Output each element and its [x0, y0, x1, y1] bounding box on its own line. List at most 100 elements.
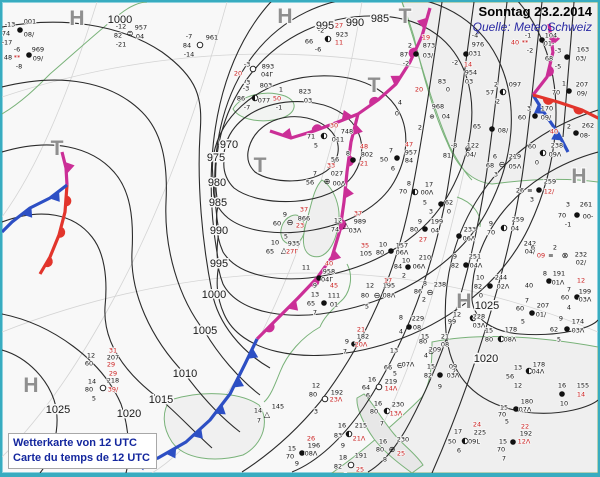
station-value-red: ** — [14, 53, 21, 61]
station-value: 12 — [366, 281, 374, 289]
station-value: -6 — [315, 45, 321, 53]
station-value-red: 37 — [354, 209, 362, 217]
station-value: 12 — [514, 381, 522, 389]
station-value: 06Λ — [463, 234, 476, 242]
station-value-red: ** — [522, 38, 529, 46]
occluded-front — [255, 113, 363, 341]
station-value: 80 — [361, 291, 369, 299]
station-value: 1 — [562, 79, 566, 87]
station-plot: ⊖ 868 2 238 — [413, 278, 447, 304]
station-value: 00- — [583, 212, 594, 220]
isobar-label: 1000 — [202, 289, 226, 301]
station-value: 04Λ — [470, 261, 483, 269]
station-value: 191 — [355, 451, 367, 459]
station-value-red: 14Λ — [385, 384, 398, 392]
station-plot: 14 218 80 39/5 29 — [84, 368, 120, 403]
station-value-red: 40 — [325, 259, 333, 267]
station-value: 03Λ — [349, 226, 362, 234]
station-plot: 10 244 82 02Λ 0 — [473, 272, 511, 300]
station-value: 2 — [567, 122, 571, 130]
station-value: 8 — [383, 455, 387, 463]
station-value: 001 — [24, 17, 36, 25]
station-value: 82 — [451, 261, 459, 269]
station-value: 122 — [467, 141, 479, 149]
station-value: 923 — [336, 30, 348, 38]
svg-text:⊕: ⊕ — [465, 144, 472, 153]
station-value: 6 — [493, 152, 497, 160]
station-value: 86 — [414, 287, 422, 295]
station-value-red: 33 — [327, 161, 335, 169]
isobar-line — [367, 2, 508, 473]
station-value: -7 — [186, 32, 192, 40]
station-value: 957 — [405, 148, 417, 156]
station-value-red: 27 — [419, 235, 427, 243]
station-value: 2 — [494, 80, 498, 88]
station-value: 21 — [441, 332, 449, 340]
station-value: 16 — [558, 381, 566, 389]
station-value: 4 — [424, 351, 428, 359]
station-plot: 210 84 06Λ 2 — [393, 252, 432, 280]
station-value-red: 25 — [397, 449, 405, 457]
station-value: 12 — [312, 381, 320, 389]
station-plot: ⊜-12 957 82 04 -21 — [113, 21, 148, 49]
occluded-front — [531, 23, 561, 96]
station-value: 5 — [521, 317, 525, 325]
station-plot: ⊖6 219 68 05Λ 3 — [485, 152, 523, 180]
station-value: 01- — [544, 39, 555, 47]
station-value: ≡ — [527, 186, 532, 194]
station-value: 097 — [509, 80, 521, 88]
station-value: 08Λ — [305, 449, 318, 457]
station-plot: 9 174 62 03Λ 5 — [549, 313, 586, 344]
station-value: 04Γ — [261, 70, 273, 78]
station-plot: ⊖ 66 07Λ — [383, 359, 416, 372]
station-value: 207 — [537, 301, 549, 309]
station-value: 70 — [498, 410, 506, 418]
station-value-red: 25 — [356, 465, 364, 473]
station-value: -21 — [116, 40, 127, 48]
station-value: 14 — [254, 406, 262, 414]
station-value: 191 — [553, 269, 565, 277]
station-plot: 40 — [394, 98, 403, 119]
svg-text:⊖: ⊖ — [374, 291, 381, 300]
station-value: 7 — [380, 419, 384, 427]
svg-text:△: △ — [343, 221, 350, 230]
station-value: 03/ — [576, 54, 587, 62]
station-value: -6 — [14, 45, 20, 53]
station-value: 70 — [558, 211, 566, 219]
station-value: 17 — [425, 180, 433, 188]
station-value: 16 — [368, 375, 376, 383]
station-value: -17 — [2, 38, 12, 46]
pressure-center-T: T — [254, 154, 267, 177]
station-value: 8 — [423, 279, 427, 287]
station-value: 111 — [328, 291, 340, 299]
station-plot: -6 969 48 ** 09/ -8 — [3, 44, 45, 71]
station-value: -3 — [244, 78, 250, 86]
station-value: 180 — [521, 397, 533, 405]
station-value: 935 — [288, 239, 300, 247]
station-value-red: 30 — [330, 121, 338, 129]
station-value: 957 — [135, 23, 147, 31]
station-value: 104 — [545, 31, 557, 39]
isobar-line — [214, 2, 512, 316]
station-value: 9 — [489, 219, 493, 227]
station-value: 62 — [445, 198, 453, 206]
station-value-red: 26 — [307, 434, 315, 442]
station-value: 70 — [552, 88, 560, 96]
station-value: 09Λ — [549, 150, 562, 158]
station-value: 259 — [512, 215, 524, 223]
station-plot: 15 180 70 07Λ 5 — [497, 396, 534, 426]
station-value: 01 — [330, 300, 338, 308]
isobar-label: 1025 — [475, 300, 499, 312]
